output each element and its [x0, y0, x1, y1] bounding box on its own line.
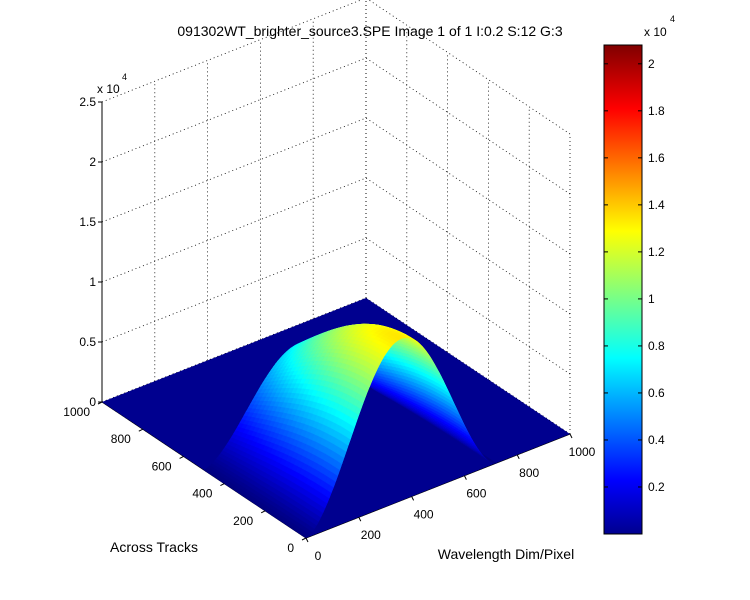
- x-tick-mark: [305, 537, 309, 543]
- x-tick-label: 600: [466, 487, 486, 501]
- surface-plot: [102, 298, 570, 539]
- x-tick-label: 1000: [569, 445, 596, 459]
- grid-line: [101, 237, 367, 343]
- chart-title: 091302WT_brighter_source3.SPE Image 1 of…: [177, 23, 562, 39]
- y-tick-mark: [220, 483, 225, 487]
- z-tick-label: 2.5: [79, 95, 96, 109]
- colorbar-tick-label: 1.2: [648, 245, 665, 259]
- colorbar-ticks: 0.2 0.4 0.6 0.8 1 1.2 1.4 1.6 1.8 2: [604, 57, 665, 494]
- colorbar-tick-label: 0.6: [648, 386, 665, 400]
- colorbar-exponent-label: x 10: [644, 25, 667, 39]
- x-tick-label: 800: [519, 466, 539, 480]
- colorbar-tick-label: 1: [648, 292, 655, 306]
- grid-line: [101, 0, 363, 103]
- x-tick-mark: [358, 516, 362, 522]
- z-tick-label: 0.5: [79, 335, 96, 349]
- grid-line: [365, 117, 571, 255]
- y-tick-mark: [138, 428, 144, 432]
- x-axis-label: Wavelength Dim/Pixel: [438, 546, 574, 562]
- colorbar-tick-label: 1.4: [648, 198, 665, 212]
- y-axis-label: Across Tracks: [110, 539, 198, 555]
- x-tick-label: 200: [361, 528, 381, 542]
- y-tick-label: 0: [287, 541, 294, 555]
- y-tick-label: 1000: [63, 405, 90, 419]
- grid-line: [365, 57, 571, 195]
- z-tick-label: 1.5: [79, 215, 96, 229]
- colorbar-exponent: 4: [670, 14, 675, 24]
- z-tick-label: 0: [89, 395, 96, 409]
- grid-line: [101, 57, 367, 163]
- colorbar-tick-label: 0.4: [648, 433, 665, 447]
- y-tick-mark: [179, 455, 184, 459]
- x-tick-label: 400: [414, 507, 434, 521]
- x-tick-label: 0: [315, 549, 322, 563]
- y-tick-label: 800: [111, 432, 131, 446]
- y-tick-label: 400: [192, 487, 212, 501]
- colorbar-tick-label: 0.2: [648, 480, 665, 494]
- grid-line: [365, 177, 571, 315]
- x-tick-mark: [516, 454, 520, 460]
- colorbar: [603, 44, 643, 535]
- colorbar-tick-label: 1.6: [648, 151, 665, 165]
- z-tick-label: 1: [89, 275, 96, 289]
- grid-line: [101, 117, 367, 223]
- grid-line: [365, 237, 571, 375]
- z-tick-label: 2: [89, 155, 96, 169]
- y-tick-label: 200: [233, 514, 253, 528]
- grid-line: [368, 0, 571, 135]
- z-exponent-label: x 10: [97, 82, 120, 96]
- y-tick-label: 600: [152, 459, 172, 473]
- z-exponent: 4: [122, 72, 127, 82]
- axis-ticks: 020040060080010000200400600800100000.511…: [63, 95, 595, 563]
- x-tick-mark: [463, 475, 467, 480]
- y-tick-mark: [301, 537, 307, 541]
- grid-line: [101, 177, 367, 283]
- x-tick-mark: [411, 496, 415, 501]
- colorbar-tick-label: 1.8: [648, 104, 665, 118]
- colorbar-tick-label: 2: [648, 57, 655, 71]
- x-tick-mark: [569, 433, 573, 439]
- y-tick-mark: [260, 510, 266, 514]
- colorbar-tick-label: 0.8: [648, 339, 665, 353]
